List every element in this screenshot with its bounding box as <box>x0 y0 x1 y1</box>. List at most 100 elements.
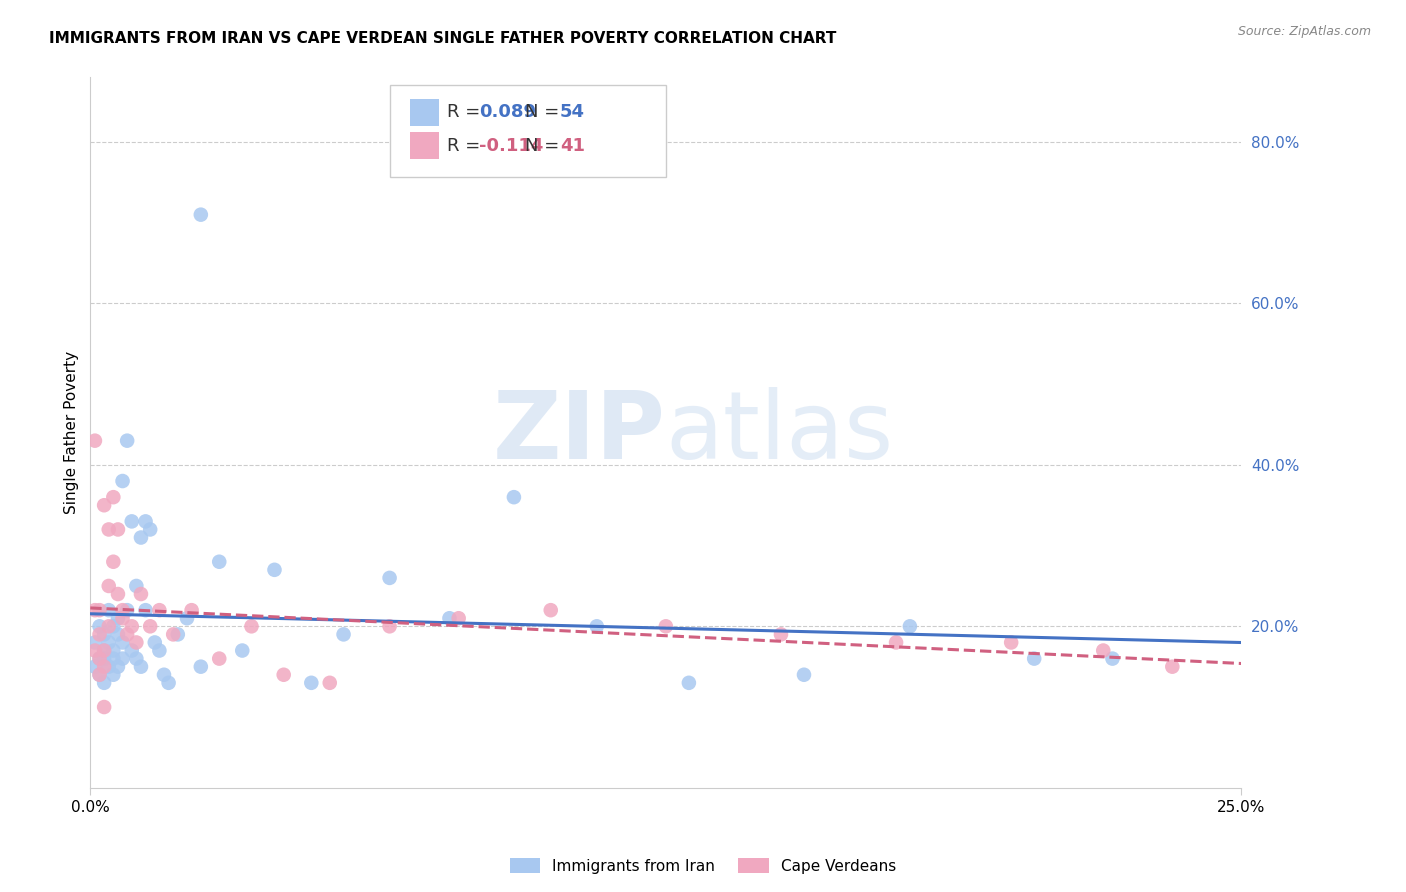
Point <box>107 627 129 641</box>
Point <box>135 603 157 617</box>
Point <box>97 579 120 593</box>
Point <box>84 434 107 448</box>
Point <box>93 627 115 641</box>
Point <box>898 619 921 633</box>
Point <box>115 603 138 617</box>
Point <box>319 675 342 690</box>
Point <box>180 603 202 617</box>
Point <box>299 675 322 690</box>
Text: N =: N = <box>526 136 565 154</box>
Point <box>84 659 107 673</box>
Text: R =: R = <box>447 103 486 121</box>
Point <box>176 611 198 625</box>
Point <box>157 675 180 690</box>
Point <box>153 667 176 681</box>
Text: 0.089: 0.089 <box>479 103 536 121</box>
Point <box>655 619 678 633</box>
Point <box>148 643 170 657</box>
Point <box>103 667 125 681</box>
Point <box>84 643 107 657</box>
Point <box>208 651 231 665</box>
Point <box>103 619 125 633</box>
Point <box>129 531 152 545</box>
Point <box>129 659 152 673</box>
Point <box>1000 635 1022 649</box>
Point <box>89 603 111 617</box>
Point <box>111 635 134 649</box>
Point <box>93 643 115 657</box>
Point <box>585 619 607 633</box>
Point <box>503 490 526 504</box>
Text: ZIP: ZIP <box>494 386 666 479</box>
Point <box>162 627 184 641</box>
Point <box>97 635 120 649</box>
Point <box>93 643 115 657</box>
Point <box>89 667 111 681</box>
Point <box>121 643 143 657</box>
Point <box>273 667 295 681</box>
Point <box>166 627 188 641</box>
Point <box>93 700 115 714</box>
Point <box>97 659 120 673</box>
Point <box>89 667 111 681</box>
Point <box>93 675 115 690</box>
Point <box>190 208 212 222</box>
Point <box>84 603 107 617</box>
Point <box>439 611 461 625</box>
Point <box>89 627 111 641</box>
Text: 54: 54 <box>560 103 585 121</box>
Point <box>263 563 285 577</box>
Point <box>139 619 162 633</box>
Point <box>93 651 115 665</box>
Point <box>84 635 107 649</box>
Point <box>93 659 115 673</box>
Point <box>111 611 134 625</box>
Point <box>115 434 138 448</box>
Point <box>121 515 143 529</box>
Point <box>115 627 138 641</box>
Point <box>121 619 143 633</box>
Point <box>129 587 152 601</box>
Point <box>103 490 125 504</box>
Point <box>111 474 134 488</box>
Point <box>1092 643 1115 657</box>
Point <box>107 659 129 673</box>
Text: N =: N = <box>526 103 565 121</box>
Text: IMMIGRANTS FROM IRAN VS CAPE VERDEAN SINGLE FATHER POVERTY CORRELATION CHART: IMMIGRANTS FROM IRAN VS CAPE VERDEAN SIN… <box>49 31 837 46</box>
Point <box>97 523 120 537</box>
Text: R =: R = <box>447 136 486 154</box>
Point <box>89 619 111 633</box>
Point <box>148 603 170 617</box>
Point <box>89 651 111 665</box>
Point <box>135 515 157 529</box>
Point <box>111 651 134 665</box>
Point <box>1161 659 1184 673</box>
Point <box>378 619 401 633</box>
Point <box>447 611 470 625</box>
Text: atlas: atlas <box>666 386 894 479</box>
Point <box>107 611 129 625</box>
Point <box>1101 651 1123 665</box>
Point <box>107 587 129 601</box>
Text: 41: 41 <box>560 136 585 154</box>
Point <box>103 555 125 569</box>
Point <box>378 571 401 585</box>
Point <box>125 579 148 593</box>
Point <box>884 635 907 649</box>
Point <box>125 635 148 649</box>
Point <box>139 523 162 537</box>
Point <box>793 667 815 681</box>
Point <box>231 643 253 657</box>
Point <box>240 619 263 633</box>
Point <box>769 627 792 641</box>
Point <box>125 651 148 665</box>
FancyBboxPatch shape <box>411 99 439 126</box>
Point <box>107 523 129 537</box>
Point <box>208 555 231 569</box>
Legend: Immigrants from Iran, Cape Verdeans: Immigrants from Iran, Cape Verdeans <box>503 852 903 880</box>
Text: Source: ZipAtlas.com: Source: ZipAtlas.com <box>1237 25 1371 38</box>
Point <box>103 651 125 665</box>
Text: -0.114: -0.114 <box>479 136 544 154</box>
Point <box>103 643 125 657</box>
Point <box>678 675 700 690</box>
